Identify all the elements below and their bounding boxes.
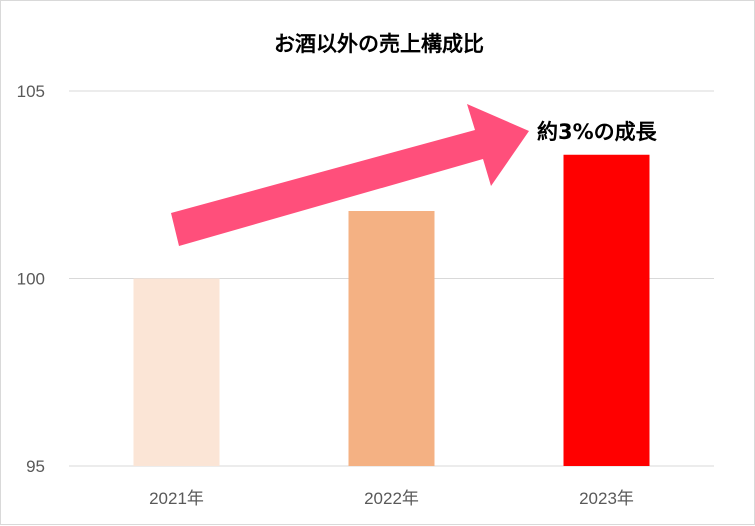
y-tick-label: 95 xyxy=(26,457,45,476)
x-tick-label: 2023年 xyxy=(579,489,634,508)
bar-1 xyxy=(133,278,220,466)
y-tick-label: 105 xyxy=(17,82,45,101)
growth-annotation: 約3%の成長 xyxy=(537,120,658,144)
x-axis-ticks: 2021年 2022年 2023年 xyxy=(149,489,634,508)
bar-3 xyxy=(563,154,650,466)
y-axis-ticks: 95 100 105 xyxy=(17,82,45,476)
chart-title: お酒以外の売上構成比 xyxy=(274,32,484,56)
y-tick-label: 100 xyxy=(17,270,45,289)
bars xyxy=(133,154,650,466)
x-tick-label: 2022年 xyxy=(364,489,419,508)
bar-2 xyxy=(348,211,435,466)
growth-arrow xyxy=(171,104,529,246)
x-tick-label: 2021年 xyxy=(149,489,204,508)
